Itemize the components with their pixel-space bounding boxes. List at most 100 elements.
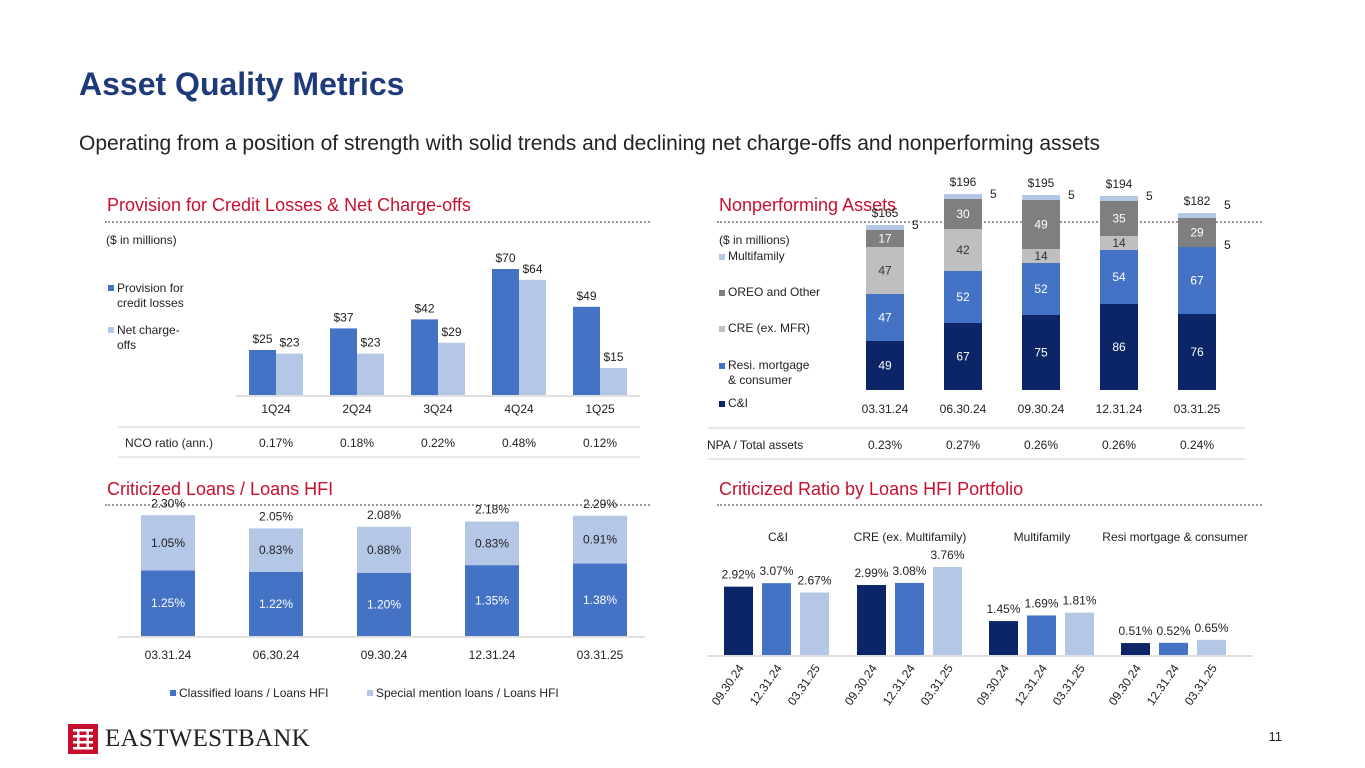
npa-segment-label: 47 [878, 311, 892, 325]
nco-bar [438, 342, 465, 395]
special-mention-bar-segment [249, 528, 303, 572]
npa-segment-label: 76 [1190, 345, 1204, 359]
npa-legend-label: CRE (ex. MFR) [728, 321, 810, 335]
npa-multifamily-segment [944, 194, 982, 199]
npa-multifamily-label: 5 [912, 218, 919, 232]
ratio-x-tick: 03.31.25 [918, 661, 956, 708]
npa-multifamily-segment [866, 225, 904, 230]
ratio-value-label: 0.52% [1156, 624, 1190, 638]
npa-cre-segment [1022, 249, 1060, 263]
nco-bar [600, 368, 627, 395]
ratio-value-label: 2.67% [797, 574, 831, 588]
ratio-divider [717, 504, 1262, 506]
npa-segment-label: 30 [956, 207, 970, 221]
ratio-value-label: 3.08% [892, 564, 926, 578]
npa-x-tick: 12.31.24 [1096, 402, 1143, 416]
special-mention-bar-segment [573, 515, 627, 564]
legend-swatch-provision [108, 285, 114, 291]
nco-bar [276, 353, 303, 395]
page-title: Asset Quality Metrics [79, 66, 405, 102]
ratio-value-label: 3.07% [759, 564, 793, 578]
provision-x-tick: 1Q24 [261, 402, 291, 416]
special-mention-value-label: 1.05% [151, 536, 185, 550]
npa-total-label: $194 [1106, 177, 1133, 191]
classified-bar-segment [141, 570, 195, 636]
brand-name: EASTWESTBANK [105, 725, 310, 752]
special-mention-value-label: 0.83% [475, 536, 509, 550]
ratio-x-tick: 09.30.24 [842, 661, 880, 708]
nco-ratio-label: NCO ratio (ann.) [125, 436, 213, 450]
npa-segment-label: 52 [956, 290, 970, 304]
npa-segment-label: 52 [1034, 282, 1048, 296]
provision-bar [411, 319, 438, 395]
ratio-x-tick: 12.31.24 [1144, 661, 1182, 708]
special-mention-bar-segment [357, 526, 411, 573]
provision-x-tick: 1Q25 [585, 402, 615, 416]
criticized-total-label: 2.08% [367, 508, 401, 522]
npa-oreo-segment [944, 199, 982, 229]
criticized-total-label: 2.05% [259, 509, 293, 523]
classified-value-label: 1.22% [259, 597, 293, 611]
npa-segment-label: 35 [1112, 212, 1126, 226]
nco-value-label: $23 [279, 336, 299, 350]
ratio-bar [1027, 615, 1056, 655]
brand-logo: EASTWESTBANK [68, 724, 310, 754]
page-number: 11 [1268, 729, 1283, 744]
ratio-value-label: 0.51% [1118, 624, 1152, 638]
provision-bar [492, 269, 519, 395]
nco-ratio-value: 0.18% [340, 436, 374, 450]
npa-ci-segment [866, 341, 904, 390]
classified-value-label: 1.38% [583, 593, 617, 607]
npa-legend-label: C&I [728, 396, 748, 410]
npa-cre-segment [866, 247, 904, 294]
classified-bar-segment [465, 565, 519, 636]
npa-x-tick: 03.31.24 [862, 402, 909, 416]
npa-segment-label: 42 [956, 243, 970, 257]
npa-total-label: $165 [872, 206, 899, 220]
npa-total-label: $196 [950, 175, 977, 189]
provision-section-title: Provision for Credit Losses & Net Charge… [107, 195, 471, 215]
npa-resi-segment [1178, 247, 1216, 314]
npa-ci-segment [944, 323, 982, 390]
ratio-value-label: 1.45% [986, 602, 1020, 616]
ratio-value-label: 1.69% [1024, 596, 1058, 610]
ratio-bar [933, 567, 962, 655]
classified-value-label: 1.25% [151, 596, 185, 610]
ratio-group-label: Multifamily [1014, 530, 1071, 544]
npa-segment-label: 14 [1034, 249, 1048, 263]
npa-cre-label: 5 [1224, 238, 1231, 252]
ratio-value-label: 2.99% [854, 566, 888, 580]
npa-unit-note: ($ in millions) [719, 233, 790, 247]
provision-bar [330, 328, 357, 395]
legend-label-special-mention: Special mention loans / Loans HFI [376, 686, 559, 700]
npa-ratio-label: NPA / Total assets [707, 438, 803, 452]
npa-oreo-segment [1022, 200, 1060, 249]
criticized-total-label: 2.29% [583, 497, 617, 511]
ratio-x-tick: 03.31.25 [1182, 661, 1220, 708]
provision-x-tick: 3Q24 [423, 402, 453, 416]
npa-ci-segment [1022, 315, 1060, 390]
criticized-x-tick: 03.31.24 [145, 648, 192, 662]
ratio-value-label: 2.92% [721, 568, 755, 582]
special-mention-value-label: 0.91% [583, 533, 617, 547]
npa-x-tick: 06.30.24 [940, 402, 987, 416]
nco-bar [519, 279, 546, 395]
ratio-bar [857, 585, 886, 655]
nco-bar [357, 353, 384, 395]
npa-ratio-value: 0.27% [946, 438, 980, 452]
bank-logo-icon [68, 724, 98, 754]
npa-segment-label: 29 [1190, 226, 1204, 240]
ratio-section-title: Criticized Ratio by Loans HFI Portfolio [719, 479, 1024, 499]
special-mention-value-label: 0.88% [367, 543, 401, 557]
criticized-x-tick: 12.31.24 [469, 648, 516, 662]
nco-value-label: $23 [360, 336, 380, 350]
npa-segment-label: 54 [1112, 270, 1126, 284]
npa-segment-label: 17 [878, 232, 892, 246]
npa-ratio-value: 0.26% [1102, 438, 1136, 452]
npa-legend-label: OREO and Other [728, 285, 820, 299]
provision-value-label: $49 [576, 289, 596, 303]
criticized-x-tick: 09.30.24 [361, 648, 408, 662]
ratio-bar [724, 586, 753, 655]
provision-value-label: $37 [333, 310, 353, 324]
